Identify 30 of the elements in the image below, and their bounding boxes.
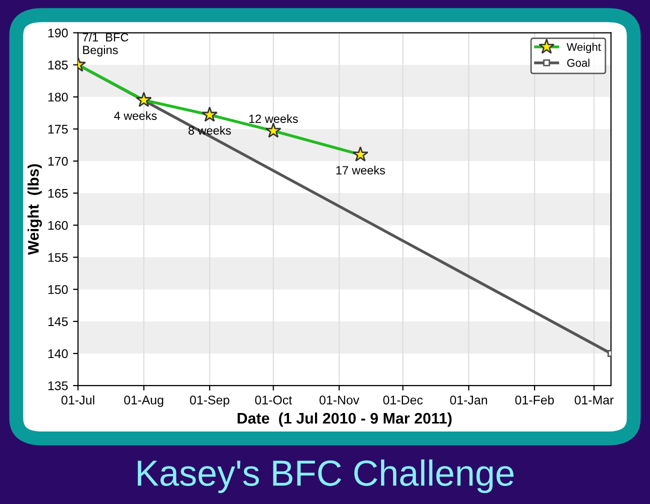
y-tick-label: 160 — [48, 220, 68, 230]
x-tick-label: 01-Aug — [124, 396, 164, 407]
x-tick-label: 01-Feb — [515, 395, 554, 404]
text: Kasey's BFC Challenge — [138, 459, 514, 494]
legend-label: Goal — [567, 58, 590, 67]
y-tick-label: 165 — [48, 188, 68, 198]
y-tick-label: 170 — [48, 156, 68, 166]
x-tick-label: 01-Oct — [255, 396, 292, 404]
x-tick-label: 01-Jul — [61, 395, 94, 404]
y-tick-label: 175 — [48, 124, 68, 134]
annotation: 7/1 BFC Begins — [82, 32, 128, 56]
y-tick-label: 190 — [48, 28, 68, 38]
y-tick-label: 145 — [48, 317, 68, 326]
x-tick-label: 01-Dec — [383, 396, 423, 404]
x-tick-label: 01-Jan — [450, 396, 488, 404]
y-tick-label: 135 — [48, 381, 68, 390]
annotation: 17 weeks — [336, 166, 385, 174]
y-axis-title: Weight (lbs) — [28, 164, 42, 255]
y-tick-label: 150 — [48, 285, 68, 294]
x-tick-label: 01-Nov — [320, 396, 360, 404]
y-tick-label: 140 — [48, 349, 68, 358]
annotation: 12 weeks — [249, 114, 298, 123]
x-tick-label: 01-Sep — [190, 396, 230, 407]
x-tick-label: 01-Mar — [574, 396, 614, 404]
y-tick-label: 185 — [48, 60, 68, 70]
y-tick-label: 155 — [48, 253, 68, 262]
x-axis-title: Date (1 Jul 2010 - 9 Mar 2011) — [238, 412, 452, 427]
annotation: 4 weeks — [114, 111, 157, 120]
legend-label: Weight — [566, 42, 601, 54]
y-tick-label: 180 — [48, 92, 68, 102]
